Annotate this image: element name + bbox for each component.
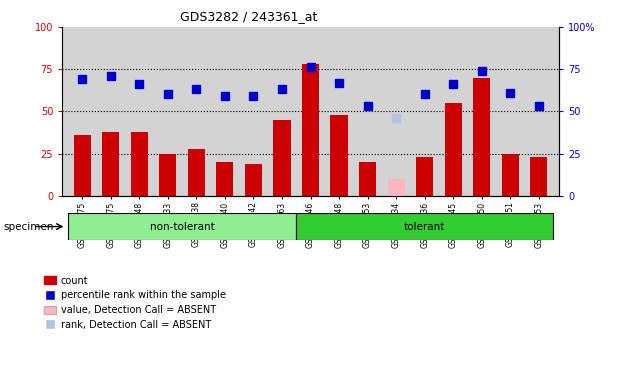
Bar xyxy=(445,103,462,196)
Bar xyxy=(68,213,296,240)
Bar xyxy=(330,115,348,196)
Text: tolerant: tolerant xyxy=(404,222,445,232)
Bar xyxy=(388,179,405,196)
Bar xyxy=(73,135,91,196)
Bar xyxy=(502,154,519,196)
Bar xyxy=(245,164,262,196)
Bar xyxy=(302,64,319,196)
Text: specimen: specimen xyxy=(3,222,53,232)
Bar xyxy=(273,120,291,196)
Bar xyxy=(188,149,205,196)
Legend: count, percentile rank within the sample, value, Detection Call = ABSENT, rank, : count, percentile rank within the sample… xyxy=(42,274,227,332)
Text: GDS3282 / 243361_at: GDS3282 / 243361_at xyxy=(179,10,317,23)
Bar xyxy=(296,213,553,240)
Bar xyxy=(359,162,376,196)
Bar xyxy=(159,154,176,196)
Bar xyxy=(530,157,548,196)
Bar xyxy=(416,157,433,196)
Bar xyxy=(473,78,491,196)
Text: non-tolerant: non-tolerant xyxy=(150,222,214,232)
Bar xyxy=(102,132,119,196)
Bar xyxy=(130,132,148,196)
Bar xyxy=(216,162,233,196)
